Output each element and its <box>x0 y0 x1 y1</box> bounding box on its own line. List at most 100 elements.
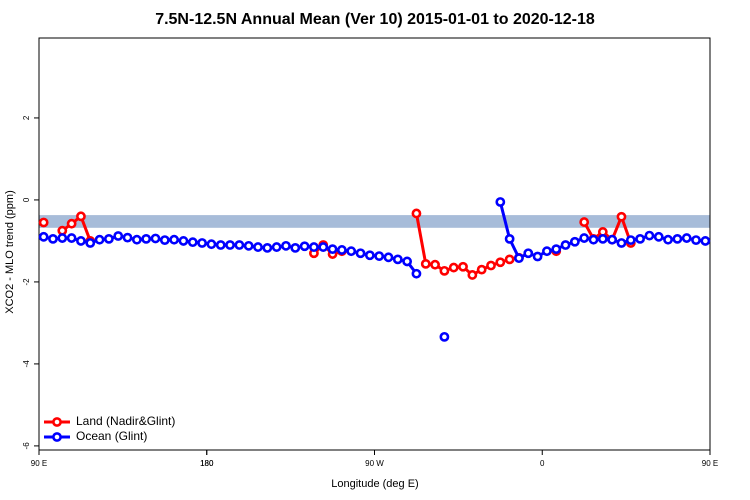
data-point <box>234 240 245 250</box>
data-point <box>364 250 375 261</box>
data-point <box>141 233 152 244</box>
data-point <box>402 256 413 267</box>
data-point <box>430 259 440 270</box>
data-point <box>225 240 235 250</box>
data-point <box>448 262 459 273</box>
data-point <box>327 244 338 255</box>
reference-band <box>39 215 710 228</box>
data-point <box>579 217 590 227</box>
data-point <box>486 260 496 271</box>
data-point <box>318 242 329 252</box>
data-point <box>38 231 49 242</box>
data-point <box>523 248 534 259</box>
data-point <box>392 254 403 265</box>
data-point <box>420 258 431 269</box>
legend-marker <box>52 417 62 427</box>
y-tick-label: -2 <box>22 278 31 286</box>
data-point <box>597 233 608 244</box>
data-point <box>700 236 711 246</box>
data-point <box>672 233 683 244</box>
x-tick-label: 90 E <box>31 459 47 468</box>
data-point <box>644 230 655 241</box>
data-point <box>625 235 636 246</box>
data-point <box>495 197 506 207</box>
data-point <box>178 236 189 246</box>
data-point <box>290 242 301 253</box>
data-point <box>159 235 170 246</box>
data-point <box>467 270 478 280</box>
data-point <box>66 233 77 243</box>
data-point <box>411 208 422 219</box>
data-point <box>663 234 673 245</box>
data-point <box>346 246 357 257</box>
data-point <box>532 251 543 262</box>
data-point <box>113 231 124 241</box>
data-point <box>243 240 254 251</box>
legend-marker <box>52 432 62 442</box>
data-point <box>57 233 68 243</box>
data-point <box>299 241 310 252</box>
data-point <box>215 240 226 250</box>
data-point <box>131 234 142 245</box>
data-point <box>681 233 692 243</box>
x-tick-label: 0 <box>540 459 545 468</box>
legend-label: Ocean (Glint) <box>76 429 147 443</box>
data-point <box>197 238 207 248</box>
data-point <box>206 239 217 250</box>
x-tick-label: 180 <box>200 459 214 468</box>
data-point <box>187 237 198 248</box>
data-point <box>579 233 590 243</box>
data-point <box>504 233 515 244</box>
data-point <box>616 211 627 222</box>
y-axis-label: XCO2 - MLO trend (ppm) <box>4 190 16 313</box>
data-point <box>253 242 263 252</box>
data-point <box>85 238 96 248</box>
data-point <box>458 261 468 272</box>
data-point <box>635 233 646 244</box>
data-point <box>439 331 450 342</box>
y-tick-label: 2 <box>22 115 31 120</box>
x-tick-label: 90 W <box>365 459 384 468</box>
data-point <box>569 236 580 247</box>
data-point <box>103 233 114 244</box>
data-point <box>374 251 385 261</box>
data-point <box>76 236 86 246</box>
x-axis-label: Longitude (deg E) <box>331 478 418 490</box>
data-point <box>76 211 86 222</box>
data-point <box>309 242 319 252</box>
data-point <box>691 235 701 246</box>
y-tick-label: -4 <box>22 360 31 368</box>
data-point <box>439 265 450 276</box>
data-point <box>495 257 506 268</box>
data-point <box>66 218 77 229</box>
data-point <box>411 268 422 279</box>
plot-frame <box>38 37 711 451</box>
data-point <box>551 244 562 255</box>
data-point <box>514 253 524 264</box>
data-point <box>653 231 664 242</box>
data-point <box>271 242 282 252</box>
data-point <box>542 246 552 257</box>
data-point <box>48 233 58 244</box>
y-tick-label: -6 <box>22 442 31 450</box>
data-point <box>616 238 627 248</box>
data-point <box>122 232 133 243</box>
x-tick-label: 180 <box>200 459 214 468</box>
data-point <box>262 242 273 253</box>
y-tick-label: 0 <box>22 197 31 202</box>
data-point <box>355 248 366 259</box>
data-point <box>169 234 180 245</box>
data-point <box>560 240 571 250</box>
data-point <box>94 234 105 245</box>
data-point <box>336 245 347 255</box>
data-point <box>383 252 394 263</box>
x-tick-label: 90 E <box>702 459 718 468</box>
data-point <box>476 264 487 275</box>
data-point <box>588 234 599 245</box>
chart-title: 7.5N-12.5N Annual Mean (Ver 10) 2015-01-… <box>155 11 595 28</box>
data-point <box>504 254 515 265</box>
data-point <box>150 233 161 244</box>
data-point <box>38 217 49 228</box>
legend-label: Land (Nadir&Glint) <box>76 414 175 428</box>
